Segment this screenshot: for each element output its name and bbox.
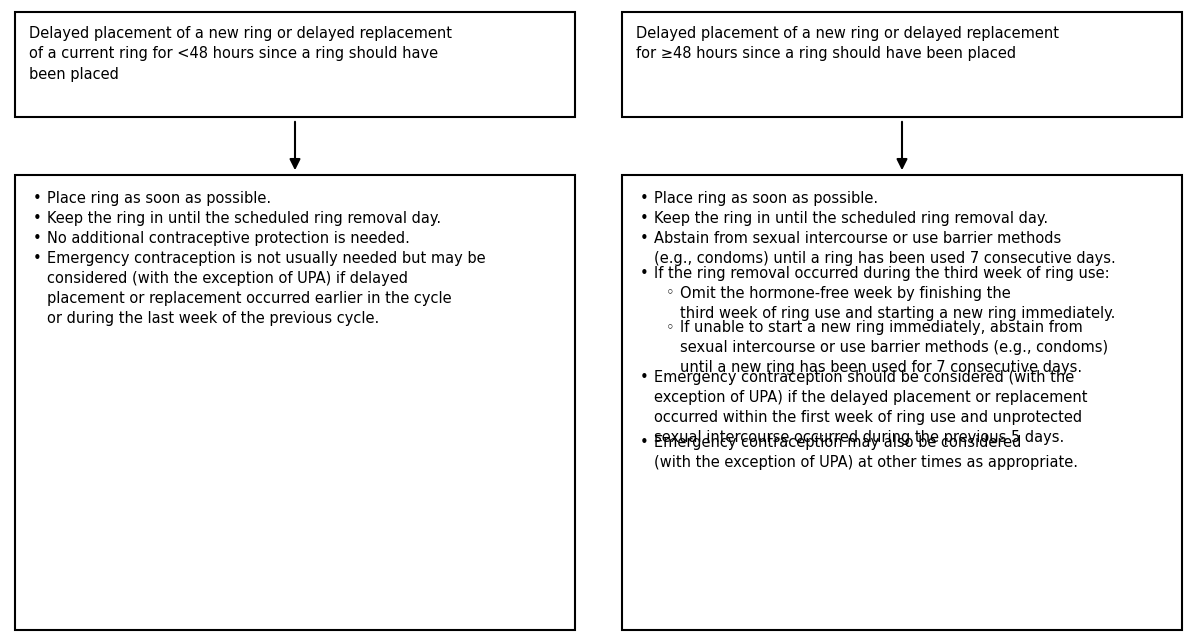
Bar <box>14 175 575 630</box>
Text: Abstain from sexual intercourse or use barrier methods
(e.g., condoms) until a r: Abstain from sexual intercourse or use b… <box>654 231 1116 266</box>
Text: •: • <box>640 231 649 246</box>
Bar <box>622 175 1182 630</box>
Text: Delayed placement of a new ring or delayed replacement
for ≥48 hours since a rin: Delayed placement of a new ring or delay… <box>636 26 1060 61</box>
Text: Keep the ring in until the scheduled ring removal day.: Keep the ring in until the scheduled rin… <box>47 211 442 226</box>
Text: If the ring removal occurred during the third week of ring use:: If the ring removal occurred during the … <box>654 265 1110 281</box>
Text: ◦: ◦ <box>666 320 674 336</box>
Bar <box>14 12 575 117</box>
Text: Keep the ring in until the scheduled ring removal day.: Keep the ring in until the scheduled rin… <box>654 211 1048 226</box>
Text: •: • <box>34 191 42 206</box>
Text: Emergency contraception should be considered (with the
exception of UPA) if the : Emergency contraception should be consid… <box>654 370 1087 445</box>
Text: •: • <box>640 370 649 385</box>
Text: Emergency contraception may also be considered
(with the exception of UPA) at ot: Emergency contraception may also be cons… <box>654 435 1078 469</box>
Text: •: • <box>640 211 649 226</box>
Text: No additional contraceptive protection is needed.: No additional contraceptive protection i… <box>47 231 410 246</box>
Text: Omit the hormone-free week by finishing the
third week of ring use and starting : Omit the hormone-free week by finishing … <box>680 285 1115 321</box>
Text: •: • <box>34 231 42 246</box>
Text: Delayed placement of a new ring or delayed replacement
of a current ring for <48: Delayed placement of a new ring or delay… <box>29 26 452 82</box>
Text: •: • <box>640 435 649 450</box>
Text: •: • <box>640 265 649 281</box>
Text: ◦: ◦ <box>666 285 674 301</box>
Text: Emergency contraception is not usually needed but may be
considered (with the ex: Emergency contraception is not usually n… <box>47 251 486 326</box>
Text: •: • <box>34 251 42 266</box>
Bar <box>622 12 1182 117</box>
Text: Place ring as soon as possible.: Place ring as soon as possible. <box>47 191 271 206</box>
Text: •: • <box>34 211 42 226</box>
Text: If unable to start a new ring immediately, abstain from
sexual intercourse or us: If unable to start a new ring immediatel… <box>680 320 1108 375</box>
Text: •: • <box>640 191 649 206</box>
Text: Place ring as soon as possible.: Place ring as soon as possible. <box>654 191 878 206</box>
